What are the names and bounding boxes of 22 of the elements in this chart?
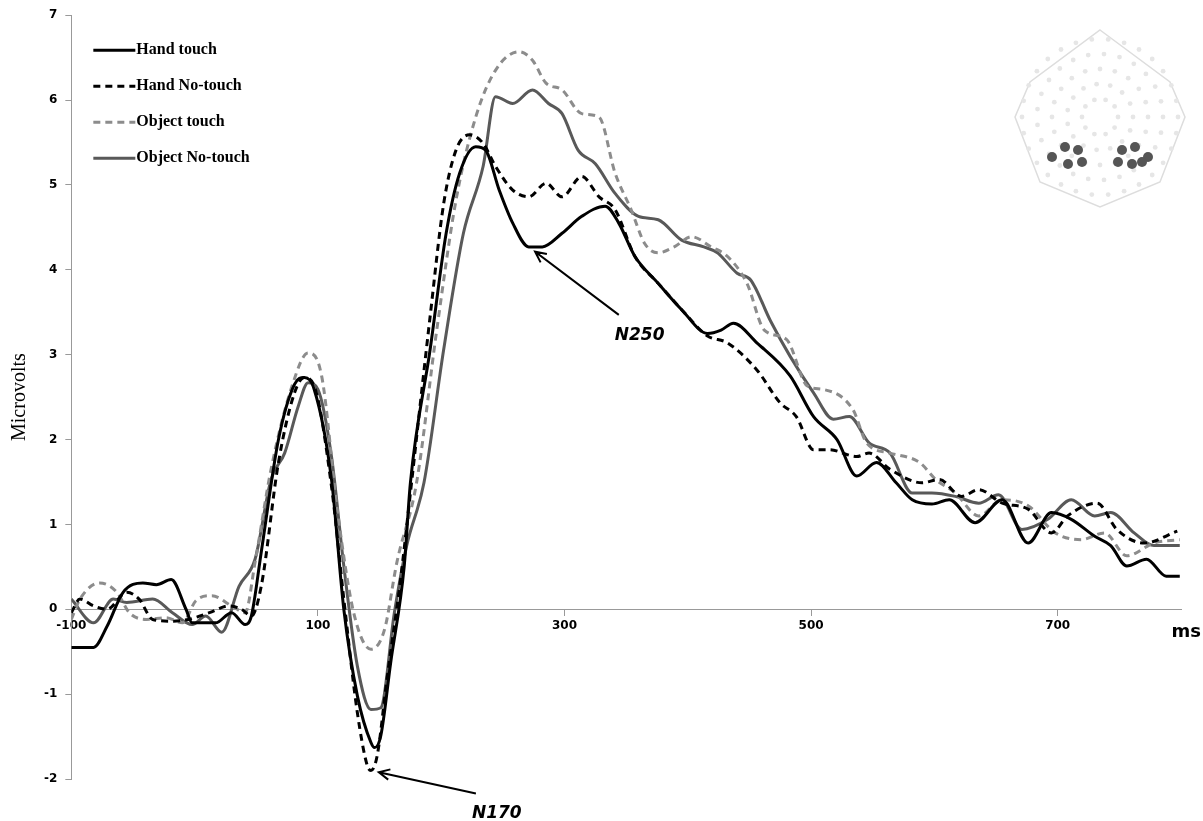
x-axis-title: ms (1171, 619, 1201, 641)
y-tick-label: -2 (43, 771, 58, 786)
legend-label: Hand No-touch (136, 76, 242, 94)
x-tick-label: 100 (305, 617, 331, 632)
y-tick-label: 3 (48, 346, 58, 361)
y-tick-label: 0 (48, 601, 58, 616)
annotation: N170 (471, 802, 522, 821)
annotation: N250 (614, 323, 665, 344)
y-tick-label: 2 (48, 431, 58, 446)
y-tick-label: 4 (48, 261, 58, 276)
legend-label: Hand touch (136, 40, 217, 58)
y-tick-label: 7 (48, 7, 58, 22)
legend-label: Object No-touch (136, 148, 250, 167)
x-tick-label: 500 (798, 617, 824, 632)
x-tick-label: 700 (1045, 617, 1071, 632)
y-tick-label: 1 (48, 516, 58, 531)
y-tick-label: 5 (48, 177, 58, 192)
x-tick-label: 300 (551, 617, 578, 632)
y-axis-title: Microvolts (7, 353, 30, 441)
legend-label: Object touch (136, 112, 225, 131)
y-tick-label: 6 (48, 92, 58, 107)
y-tick-label: -1 (43, 686, 58, 701)
